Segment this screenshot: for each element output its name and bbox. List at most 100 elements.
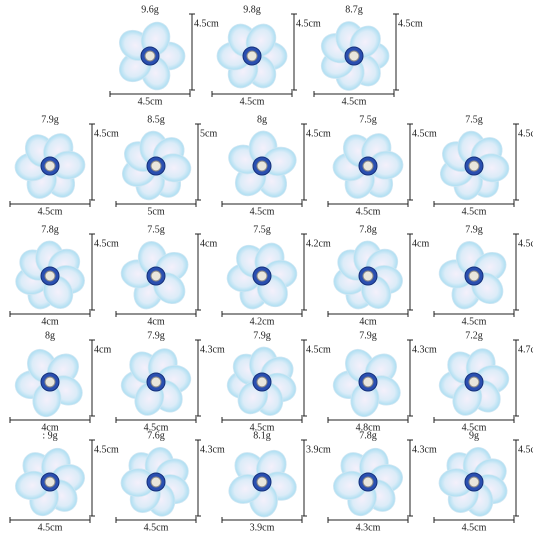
height-label: 4cm	[200, 238, 217, 249]
width-label: 4.5cm	[144, 422, 169, 433]
center-hub	[44, 476, 56, 488]
weight-label: 7.9g	[147, 330, 165, 341]
weight-label: 9.6g	[141, 4, 159, 15]
height-label: 4.5cm	[94, 238, 119, 249]
width-label: 4.5cm	[250, 422, 275, 433]
height-label: 4.5cm	[412, 128, 437, 139]
height-label: 4.5cm	[518, 238, 533, 249]
weight-label: 7.8g	[359, 430, 377, 441]
product-card: 7.9g 4.3cm 4.5cm	[115, 330, 225, 433]
height-label: 4.5cm	[94, 128, 119, 139]
weight-label: 8g	[45, 330, 55, 341]
product-card: 7.8g 4cm 4cm	[327, 224, 429, 327]
height-label: 4.3cm	[412, 444, 437, 455]
height-label: 4.5cm	[94, 444, 119, 455]
width-label: 3.9cm	[250, 522, 275, 533]
height-label: 4.5cm	[296, 18, 321, 29]
width-label: 4.3cm	[356, 522, 381, 533]
center-hub	[256, 160, 268, 172]
weight-label: 8.7g	[345, 4, 363, 15]
weight-label: 9g	[469, 430, 479, 441]
center-hub	[362, 160, 374, 172]
height-label: 4.2cm	[306, 238, 331, 249]
center-hub	[150, 270, 162, 282]
width-label: 4.2cm	[250, 316, 275, 327]
center-hub	[256, 476, 268, 488]
center-hub	[468, 376, 480, 388]
height-label: 4cm	[412, 238, 429, 249]
width-label: 4.5cm	[462, 206, 487, 217]
center-hub	[468, 270, 480, 282]
width-label: 5cm	[147, 206, 164, 217]
product-card: 7.9g 4.5cm 4.5cm	[433, 224, 533, 327]
weight-label: 7.8g	[41, 224, 59, 235]
center-hub	[246, 50, 258, 62]
weight-label: 7.5g	[465, 114, 483, 125]
product-card: 8.1g 3.9cm 3.9cm	[221, 430, 331, 533]
width-label: 4.5cm	[462, 522, 487, 533]
center-hub	[468, 160, 480, 172]
weight-label: 7.9g	[41, 114, 59, 125]
height-label: 4.3cm	[412, 344, 437, 355]
height-label: 3.9cm	[306, 444, 331, 455]
product-card: 7.9g 4.5cm 4.5cm	[9, 114, 119, 217]
product-card: 7.9g 4.5cm 4.5cm	[221, 330, 331, 433]
weight-label: 7.5g	[253, 224, 271, 235]
height-label: 4.5cm	[398, 18, 423, 29]
width-label: 4.5cm	[250, 206, 275, 217]
width-label: 4.5cm	[342, 96, 367, 107]
width-label: 4.5cm	[144, 522, 169, 533]
height-label: 4cm	[94, 344, 111, 355]
product-card: 9.8g 4.5cm 4.5cm	[211, 4, 321, 107]
height-label: 5cm	[200, 128, 217, 139]
width-label: 4cm	[359, 316, 376, 327]
weight-label: 7.5g	[359, 114, 377, 125]
center-hub	[468, 476, 480, 488]
product-card: 8.5g 5cm 5cm	[115, 114, 217, 217]
weight-label: 7.8g	[359, 224, 377, 235]
center-hub	[256, 270, 268, 282]
weight-label: 8.5g	[147, 114, 165, 125]
product-card: 7.5g 4.5cm 4.5cm	[327, 114, 437, 217]
width-label: 4.5cm	[462, 422, 487, 433]
center-hub	[150, 476, 162, 488]
width-label: 4.5cm	[138, 96, 163, 107]
width-label: 4.5cm	[240, 96, 265, 107]
height-label: 4.5cm	[306, 128, 331, 139]
weight-label: 7.9g	[253, 330, 271, 341]
height-label: 4.7cm	[518, 344, 533, 355]
center-hub	[150, 160, 162, 172]
center-hub	[348, 50, 360, 62]
width-label: 4.5cm	[356, 206, 381, 217]
width-label: 4.5cm	[38, 522, 63, 533]
center-hub	[150, 376, 162, 388]
product-card: 7.8g 4.5cm 4cm	[9, 224, 119, 327]
width-label: 4cm	[41, 316, 58, 327]
height-label: 4.5cm	[306, 344, 331, 355]
center-hub	[256, 376, 268, 388]
width-label: 4.8cm	[356, 422, 381, 433]
product-card: 7.8g 4.3cm 4.3cm	[327, 430, 437, 533]
weight-label: 7.6g	[147, 430, 165, 441]
weight-label: 7.2g	[465, 330, 483, 341]
product-card: 8g 4cm 4cm	[9, 330, 111, 433]
product-card: 7.5g 4.2cm 4.2cm	[221, 224, 331, 327]
center-hub	[44, 160, 56, 172]
width-label: 4cm	[41, 422, 58, 433]
product-card: 7.2g 4.7cm 4.5cm	[433, 330, 533, 433]
height-label: 4.3cm	[200, 344, 225, 355]
center-hub	[44, 376, 56, 388]
weight-label: 9.8g	[243, 4, 261, 15]
weight-label: 7.9g	[465, 224, 483, 235]
product-card: 7.5g 4.5cm 4.5cm	[433, 114, 533, 217]
weight-label: 8g	[257, 114, 267, 125]
center-hub	[362, 476, 374, 488]
width-label: 4cm	[147, 316, 164, 327]
height-label: 4.5cm	[518, 444, 533, 455]
product-card: 7.5g 4cm 4cm	[115, 224, 217, 327]
height-label: 4.5cm	[194, 18, 219, 29]
product-card: 9g 4.5cm 4.5cm	[433, 430, 533, 533]
center-hub	[44, 270, 56, 282]
width-label: 4.5cm	[462, 316, 487, 327]
